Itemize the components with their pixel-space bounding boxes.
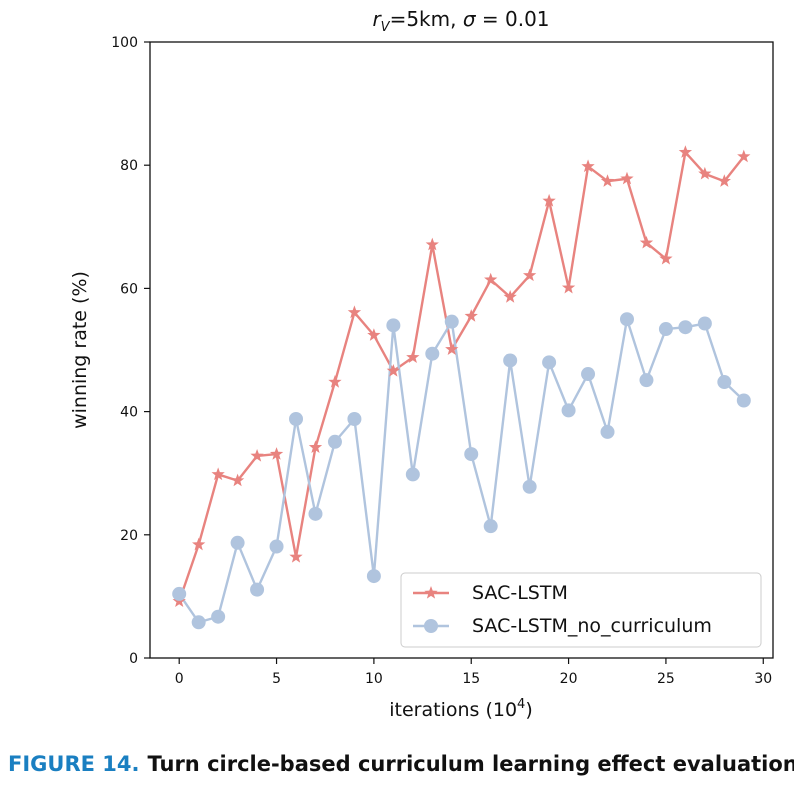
data-point-star	[678, 145, 693, 158]
data-point-star	[367, 328, 381, 341]
data-point-star	[328, 375, 342, 388]
legend-circle-marker	[424, 619, 438, 633]
data-point-star	[639, 235, 654, 249]
data-point-star	[250, 448, 264, 462]
data-point-circle	[211, 609, 226, 624]
data-point-circle	[736, 393, 751, 408]
legend-label-no-curriculum: SAC-LSTM_no_curriculum	[472, 615, 712, 637]
data-point-circle	[561, 403, 576, 418]
y-tick-label: 20	[120, 528, 138, 544]
data-point-star	[503, 290, 517, 303]
legend-box	[400, 572, 762, 648]
axes-ticks: 0 5 10 15 20 25 30 0 20 40 60 80 100	[111, 35, 772, 687]
data-point-star	[464, 309, 478, 322]
data-point-star	[659, 251, 673, 265]
data-point-circle	[658, 322, 673, 337]
data-point-circle	[269, 539, 284, 554]
x-tick-label: 30	[754, 671, 772, 687]
x-tick-label: 25	[657, 671, 675, 687]
data-point-star	[484, 272, 498, 286]
data-point-star	[269, 447, 284, 460]
data-point-circle	[250, 582, 265, 597]
data-point-star	[561, 280, 576, 294]
data-point-circle	[678, 320, 693, 335]
chart-title: rV=5km, σ = 0.01	[372, 7, 549, 35]
data-point-circle	[619, 312, 634, 327]
plot-area	[172, 145, 751, 630]
legend-label-sac-lstm: SAC-LSTM	[472, 582, 568, 604]
data-point-star	[425, 237, 439, 251]
figure-caption-text: Turn circle-based curriculum learning ef…	[147, 752, 794, 776]
data-point-circle	[347, 411, 362, 426]
data-point-circle	[483, 519, 498, 534]
data-point-circle	[697, 316, 712, 331]
data-point-circle	[600, 424, 615, 439]
data-point-circle	[327, 434, 342, 449]
data-point-circle	[405, 467, 420, 482]
data-point-star	[289, 549, 303, 563]
data-point-circle	[717, 375, 732, 390]
data-point-star	[406, 350, 420, 364]
data-point-circle	[542, 355, 557, 370]
data-point-circle	[464, 447, 479, 462]
data-point-circle	[503, 353, 518, 368]
x-tick-label: 5	[272, 671, 281, 687]
figure-label: FIGURE 14.	[8, 752, 140, 776]
y-tick-label: 40	[120, 405, 138, 421]
data-point-circle	[172, 586, 187, 601]
data-point-circle	[366, 569, 381, 584]
series-line-1	[178, 318, 745, 624]
data-point-circle	[289, 411, 304, 426]
data-point-circle	[581, 367, 596, 382]
data-point-star	[581, 159, 595, 173]
y-tick-label: 0	[129, 651, 138, 667]
data-point-star	[192, 537, 206, 551]
x-tick-label: 20	[560, 671, 578, 687]
data-point-circle	[308, 506, 323, 521]
data-point-star	[386, 363, 401, 377]
data-point-circle	[230, 535, 245, 550]
legend: SAC-LSTM SAC-LSTM_no_curriculum	[400, 572, 762, 648]
data-point-star	[211, 467, 225, 481]
line-chart: rV=5km, σ = 0.01 0 5 10 15 20 25 30 0 20 40 60 80 10…	[69, 7, 774, 721]
data-point-star	[542, 193, 556, 207]
y-axis-label: winning rate (%)	[69, 271, 91, 429]
data-point-star	[308, 440, 323, 453]
data-point-circle	[444, 314, 459, 329]
data-point-circle	[425, 346, 440, 361]
y-tick-label: 100	[111, 35, 138, 51]
y-tick-label: 60	[120, 281, 138, 297]
data-point-star	[717, 174, 731, 187]
data-point-star	[698, 166, 712, 180]
x-tick-label: 10	[365, 671, 383, 687]
data-point-circle	[522, 479, 537, 494]
x-tick-label: 15	[462, 671, 480, 687]
x-axis-label: iterations (104)	[389, 697, 533, 721]
data-point-star	[620, 171, 634, 185]
data-point-star	[347, 305, 362, 319]
data-point-circle	[639, 373, 654, 388]
legend-star-marker	[424, 586, 438, 599]
data-point-star	[522, 268, 537, 282]
data-point-star	[230, 473, 245, 487]
data-point-star	[445, 342, 459, 356]
series-line-0	[178, 151, 745, 602]
plot-frame	[149, 41, 774, 659]
data-point-star	[600, 174, 615, 187]
data-point-circle	[191, 615, 206, 630]
figure-caption: FIGURE 14. Turn circle-based curriculum l…	[8, 752, 794, 776]
y-tick-label: 80	[120, 158, 138, 174]
data-point-star	[737, 149, 751, 163]
data-point-circle	[386, 318, 401, 333]
x-tick-label: 0	[175, 671, 184, 687]
